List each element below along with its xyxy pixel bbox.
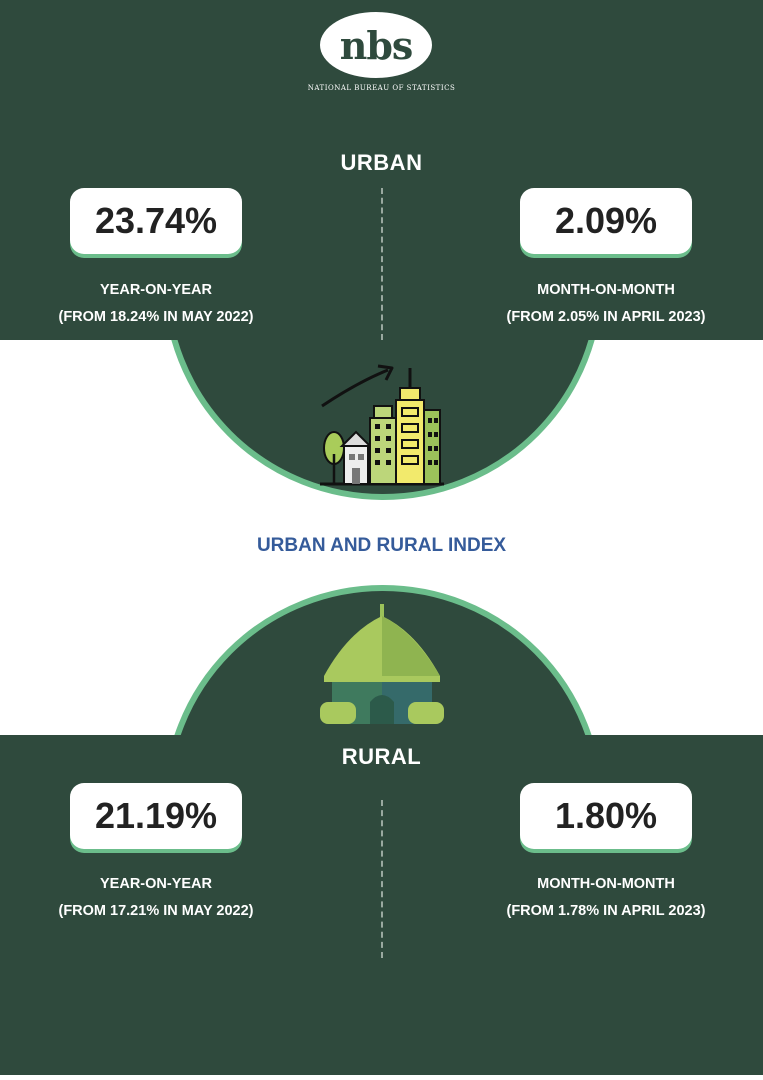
rural-yoy-caption: YEAR-ON-YEAR (FROM 17.21% IN MAY 2022) [6, 871, 306, 925]
city-growth-icon [320, 364, 444, 486]
rural-yoy-note: (FROM 17.21% IN MAY 2022) [58, 903, 254, 919]
rural-mom-value: 1.80% [520, 783, 692, 849]
rural-mom-label: MONTH-ON-MONTH [537, 876, 675, 892]
urban-mom-note: (FROM 2.05% IN APRIL 2023) [506, 309, 706, 325]
urban-yoy-value: 23.74% [70, 188, 242, 254]
urban-yoy-label: YEAR-ON-YEAR [100, 282, 212, 298]
rural-title: RURAL [341, 744, 422, 769]
rural-divider [381, 800, 383, 958]
logo-subtitle: NATIONAL BUREAU OF STATISTICS [307, 84, 456, 92]
urban-mom-label: MONTH-ON-MONTH [537, 282, 675, 298]
hut-icon [320, 604, 444, 724]
rural-mom-caption: MONTH-ON-MONTH (FROM 1.78% IN APRIL 2023… [456, 871, 756, 925]
urban-mom-caption: MONTH-ON-MONTH (FROM 2.05% IN APRIL 2023… [456, 277, 756, 331]
urban-divider [381, 188, 383, 340]
urban-yoy-caption: YEAR-ON-YEAR (FROM 18.24% IN MAY 2022) [6, 277, 306, 331]
rural-yoy-label: YEAR-ON-YEAR [100, 876, 212, 892]
rural-yoy-value: 21.19% [70, 783, 242, 849]
urban-yoy-note: (FROM 18.24% IN MAY 2022) [58, 309, 254, 325]
index-title: URBAN AND RURAL INDEX [256, 535, 507, 556]
urban-title: URBAN [340, 150, 423, 175]
rural-mom-note: (FROM 1.78% IN APRIL 2023) [506, 903, 706, 919]
logo-text: nbs [339, 22, 414, 68]
nbs-logo: nbs [320, 12, 432, 78]
urban-mom-value: 2.09% [520, 188, 692, 254]
